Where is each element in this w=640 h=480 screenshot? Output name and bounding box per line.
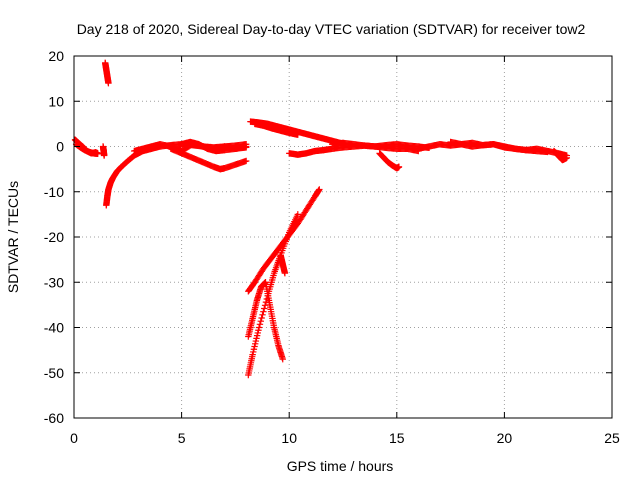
y-tick-label: 20 [48, 48, 64, 64]
x-tick-label: 15 [389, 430, 405, 446]
data-point [281, 270, 289, 277]
data-point [563, 154, 571, 162]
y-tick-label: -10 [44, 184, 64, 200]
x-tick-label: 5 [178, 430, 186, 446]
x-axis-label: GPS time / hours [287, 458, 394, 474]
y-tick-label: -20 [44, 229, 64, 245]
y-tick-label: -50 [44, 365, 64, 381]
grid [74, 56, 612, 418]
axis-ticks: 0 5 10 15 20 25 20 10 0 -10 -20 -30 -40 -50 -60 [44, 48, 620, 446]
x-tick-label: 25 [604, 430, 620, 446]
data-points [71, 59, 571, 379]
data-point [258, 314, 265, 322]
x-tick-label: 0 [70, 430, 78, 446]
data-point [294, 131, 302, 138]
y-tick-label: -30 [44, 274, 64, 290]
data-point [105, 79, 112, 87]
x-tick-label: 20 [497, 430, 513, 446]
data-point [242, 157, 250, 165]
data-point [294, 211, 302, 218]
data-point [279, 355, 286, 363]
y-axis-label: SDTVAR / TECUs [5, 181, 21, 293]
y-tick-label: -60 [44, 410, 64, 426]
data-point [94, 150, 101, 157]
data-point [260, 308, 267, 315]
data-point [257, 317, 264, 325]
x-tick-label: 10 [281, 430, 297, 446]
data-point [242, 144, 250, 151]
data-point [255, 324, 263, 331]
data-point [100, 152, 108, 159]
data-point [395, 163, 403, 171]
data-point [256, 321, 264, 328]
chart-title: Day 218 of 2020, Sidereal Day-to-day VTE… [77, 21, 586, 37]
data-point [316, 186, 323, 193]
y-tick-label: 0 [56, 139, 64, 155]
data-point [261, 305, 268, 312]
y-tick-label: 10 [48, 93, 64, 109]
data-point [259, 311, 266, 319]
y-tick-label: -40 [44, 320, 64, 336]
